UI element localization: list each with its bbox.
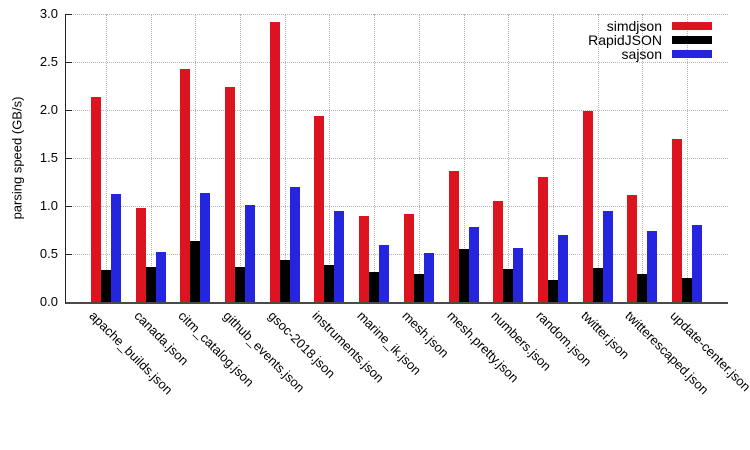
bar-sajson	[513, 248, 524, 302]
y-tick-label: 2.0	[39, 102, 58, 117]
bar-simdjson	[359, 215, 370, 302]
bar-RapidJSON	[592, 268, 603, 302]
bar-simdjson	[403, 213, 414, 302]
bar-sajson	[155, 252, 166, 302]
x-gridline	[552, 14, 554, 302]
bar-RapidJSON	[682, 278, 692, 302]
legend-row: RapidJSON	[588, 32, 712, 48]
bar-simdjson	[537, 177, 548, 302]
bar-simdjson	[269, 21, 280, 302]
bar-sajson	[245, 205, 256, 302]
bar-simdjson	[180, 68, 191, 302]
bar-simdjson	[627, 195, 638, 302]
x-gridline	[597, 14, 599, 302]
bar-RapidJSON	[413, 274, 424, 302]
bar-RapidJSON	[503, 269, 514, 302]
bar-sajson	[379, 245, 390, 302]
bar-RapidJSON	[637, 274, 648, 302]
y-tick-mark	[66, 62, 72, 63]
y-tick-label: 0.5	[39, 246, 58, 261]
y-gridline	[66, 14, 728, 15]
x-gridline	[150, 14, 152, 302]
bar-sajson	[289, 186, 300, 302]
x-gridline	[642, 14, 644, 302]
x-tick-label: apache_builds.json	[86, 308, 176, 398]
bar-sajson	[200, 192, 211, 302]
x-gridline	[284, 14, 286, 302]
legend-row: simdjson	[588, 18, 712, 34]
bar-simdjson	[582, 110, 593, 302]
bar-simdjson	[672, 138, 682, 302]
x-gridline	[508, 14, 510, 302]
y-tick-label: 0.0	[39, 294, 58, 309]
bar-simdjson	[91, 96, 101, 302]
bar-simdjson	[448, 171, 459, 302]
x-tick-label: update-center.json	[667, 308, 750, 395]
bar-sajson	[468, 227, 479, 302]
x-tick-label: twitterescaped.json	[622, 308, 712, 398]
x-gridline	[240, 14, 242, 302]
y-tick-label: 1.0	[39, 198, 58, 213]
plot-area	[65, 14, 728, 304]
bar-simdjson	[135, 207, 146, 302]
legend-row: sajson	[588, 46, 712, 62]
y-tick-mark	[66, 254, 72, 255]
bar-RapidJSON	[235, 267, 246, 302]
legend-swatch	[672, 36, 712, 44]
x-gridline	[374, 14, 376, 302]
bar-simdjson	[314, 115, 325, 302]
legend: simdjson RapidJSON sajson	[588, 18, 712, 62]
bar-sajson	[602, 210, 613, 302]
bar-RapidJSON	[369, 272, 380, 302]
x-gridline	[418, 14, 420, 302]
y-tick-mark	[66, 158, 72, 159]
legend-label: sajson	[621, 46, 662, 62]
bar-sajson	[423, 253, 434, 302]
bar-RapidJSON	[547, 279, 558, 302]
y-tick-mark	[66, 206, 72, 207]
bar-RapidJSON	[101, 270, 111, 302]
legend-swatch	[672, 50, 712, 58]
y-tick-mark	[66, 14, 72, 15]
bar-simdjson	[225, 86, 236, 302]
y-tick-label: 2.5	[39, 54, 58, 69]
bar-sajson	[557, 234, 568, 302]
bar-sajson	[647, 230, 658, 302]
bar-RapidJSON	[190, 240, 201, 302]
bar-RapidJSON	[324, 264, 335, 302]
x-gridline	[687, 14, 688, 302]
y-gridline	[66, 158, 728, 159]
bar-RapidJSON	[279, 259, 290, 302]
x-gridline	[106, 14, 107, 302]
x-gridline	[463, 14, 465, 302]
x-gridline	[195, 14, 197, 302]
y-gridline	[66, 110, 728, 111]
bar-RapidJSON	[458, 249, 469, 302]
bar-simdjson	[493, 201, 504, 302]
y-axis-title: parsing speed (GB/s)	[9, 96, 25, 220]
y-tick-mark	[66, 110, 72, 111]
y-gridline	[66, 254, 728, 255]
legend-label: simdjson	[606, 18, 662, 34]
x-gridline	[329, 14, 331, 302]
y-gridline	[66, 62, 728, 63]
bar-sajson	[111, 194, 121, 302]
bar-sajson	[692, 225, 702, 302]
y-tick-label: 3.0	[39, 6, 58, 21]
y-tick-label: 1.5	[39, 150, 58, 165]
x-tick-label: citm_catalog.json	[175, 308, 258, 390]
legend-label: RapidJSON	[588, 32, 662, 48]
bar-RapidJSON	[145, 267, 156, 302]
legend-swatch	[672, 22, 712, 30]
x-tick-label: github_events.json	[220, 308, 308, 396]
y-gridline	[66, 206, 728, 207]
bar-sajson	[334, 210, 345, 302]
